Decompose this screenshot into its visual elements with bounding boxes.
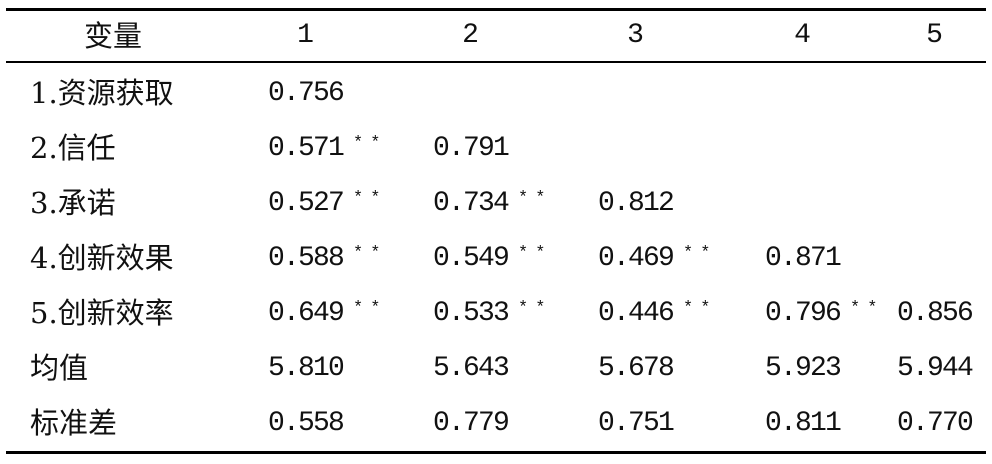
cell-value: 0.796 — [765, 298, 842, 329]
table-cell: 0.812 — [598, 176, 675, 231]
cell-value: 0.856 — [897, 298, 974, 329]
cell-value: 5.678 — [598, 353, 675, 384]
cell-value: 0.734 — [433, 188, 510, 219]
table-cell: 0.734 ** — [433, 176, 552, 234]
header-column-2: 2 — [462, 20, 479, 51]
cell-value: 0.588 — [268, 243, 345, 274]
significance-marker: ** — [353, 134, 388, 153]
significance-marker: ** — [683, 244, 718, 263]
significance-marker: ** — [353, 244, 388, 263]
table-header-rule — [6, 61, 986, 63]
cell-value: 0.871 — [765, 243, 842, 274]
cell-value: 0.446 — [598, 298, 675, 329]
cell-value: 0.649 — [268, 298, 345, 329]
table-cell: 0.796 ** — [765, 286, 884, 344]
table-cell: 0.549 ** — [433, 231, 552, 289]
significance-marker: ** — [518, 189, 553, 208]
significance-marker: ** — [353, 299, 388, 318]
table-cell: 0.446 ** — [598, 286, 717, 344]
table-cell: 5.944 — [897, 341, 974, 396]
row-label: 5.创新效率 — [30, 296, 174, 330]
table-cell: 5.643 — [433, 341, 510, 396]
cell-value: 0.533 — [433, 298, 510, 329]
table-cell: 0.811 — [765, 396, 842, 451]
table-cell: 0.751 — [598, 396, 675, 451]
cell-value: 0.527 — [268, 188, 345, 219]
row-label: 1.资源获取 — [30, 76, 174, 110]
cell-value: 5.643 — [433, 353, 510, 384]
row-label: 均值 — [30, 351, 89, 385]
table-cell: 5.923 — [765, 341, 842, 396]
table-bottom-rule — [6, 451, 986, 454]
table-row: 5.创新效率 0.649 ** 0.533 ** 0.446 ** 0.796 ** 0… — [0, 286, 992, 341]
table-cell: 0.558 — [268, 396, 345, 451]
cell-value: 0.756 — [268, 78, 345, 109]
cell-value: 0.571 — [268, 133, 345, 164]
header-variable: 变量 — [83, 19, 142, 53]
significance-marker: ** — [518, 299, 553, 318]
table-cell: 0.571 ** — [268, 121, 387, 179]
cell-value: 0.751 — [598, 408, 675, 439]
table-cell: 5.810 — [268, 341, 345, 396]
cell-value: 0.549 — [433, 243, 510, 274]
cell-value: 0.558 — [268, 408, 345, 439]
cell-value: 0.770 — [897, 408, 974, 439]
cell-value: 0.811 — [765, 408, 842, 439]
row-label: 标准差 — [30, 406, 118, 440]
cell-value: 0.469 — [598, 243, 675, 274]
table-row: 3.承诺 0.527 ** 0.734 ** 0.812 — [0, 176, 992, 231]
table-top-rule — [6, 8, 986, 11]
header-column-4: 4 — [794, 20, 811, 51]
table-row: 2.信任 0.571 ** 0.791 — [0, 121, 992, 176]
table-cell: 0.649 ** — [268, 286, 387, 344]
table-cell: 0.588 ** — [268, 231, 387, 289]
table-row-mean: 均值 5.810 5.643 5.678 5.923 5.944 — [0, 341, 992, 396]
significance-marker: ** — [518, 244, 553, 263]
header-column-1: 1 — [297, 20, 314, 51]
table-cell: 0.779 — [433, 396, 510, 451]
table-cell: 5.678 — [598, 341, 675, 396]
table-row: 1.资源获取 0.756 — [0, 66, 992, 121]
table-cell: 0.770 — [897, 396, 974, 451]
cell-value: 0.812 — [598, 188, 675, 219]
table-cell: 0.791 — [433, 121, 510, 176]
significance-marker: ** — [683, 299, 718, 318]
table-cell: 0.756 — [268, 66, 345, 121]
row-label: 2.信任 — [30, 131, 116, 165]
cell-value: 0.791 — [433, 133, 510, 164]
cell-value: 5.944 — [897, 353, 974, 384]
table-cell: 0.856 — [897, 286, 974, 341]
table-cell: 0.871 — [765, 231, 842, 286]
table-cell: 0.527 ** — [268, 176, 387, 234]
significance-marker: ** — [850, 299, 885, 318]
cell-value: 0.779 — [433, 408, 510, 439]
row-label: 4.创新效果 — [30, 241, 174, 275]
header-column-5: 5 — [926, 20, 943, 51]
cell-value: 5.923 — [765, 353, 842, 384]
header-column-3: 3 — [627, 20, 644, 51]
table-cell: 0.533 ** — [433, 286, 552, 344]
row-label: 3.承诺 — [30, 186, 116, 220]
significance-marker: ** — [353, 189, 388, 208]
table-cell: 0.469 ** — [598, 231, 717, 289]
cell-value: 5.810 — [268, 353, 345, 384]
table-row: 4.创新效果 0.588 ** 0.549 ** 0.469 ** 0.871 — [0, 231, 992, 286]
table-header-row: 变量 1 2 3 4 5 — [0, 11, 992, 61]
table-row-std: 标准差 0.558 0.779 0.751 0.811 0.770 — [0, 396, 992, 451]
